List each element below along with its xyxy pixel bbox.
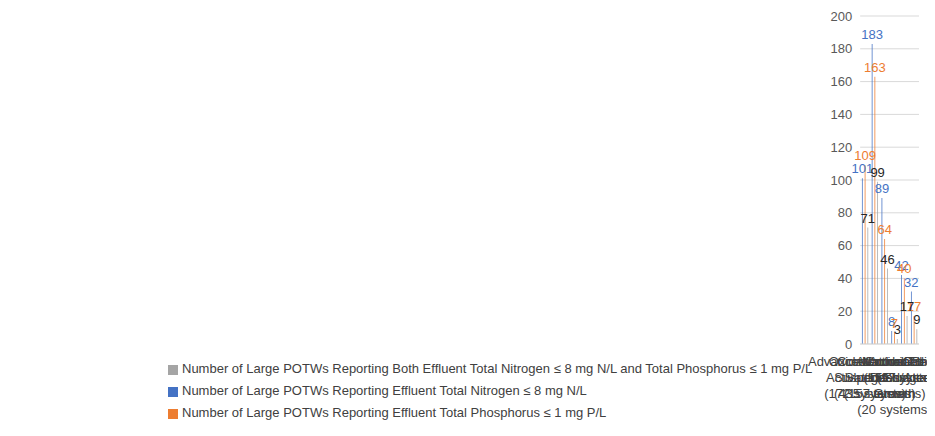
svg-text:20: 20 — [838, 304, 852, 319]
svg-text:100: 100 — [830, 173, 852, 188]
svg-text:109: 109 — [854, 148, 876, 163]
svg-text:9: 9 — [913, 312, 920, 327]
svg-text:99: 99 — [870, 165, 884, 180]
svg-text:120: 120 — [830, 140, 852, 155]
svg-text:64: 64 — [877, 222, 891, 237]
svg-text:Natural Treatment(97 systems): Natural Treatment(97 systems) — [862, 354, 927, 385]
svg-text:200: 200 — [830, 9, 852, 24]
svg-text:89: 89 — [875, 181, 889, 196]
svg-text:46: 46 — [880, 252, 894, 267]
svg-text:160: 160 — [830, 74, 852, 89]
svg-text:163: 163 — [864, 60, 886, 75]
svg-text:40: 40 — [838, 271, 852, 286]
svg-text:80: 80 — [838, 205, 852, 220]
svg-text:60: 60 — [838, 238, 852, 253]
svg-text:17: 17 — [900, 299, 914, 314]
svg-text:183: 183 — [861, 27, 883, 42]
svg-text:180: 180 — [830, 41, 852, 56]
svg-text:140: 140 — [830, 107, 852, 122]
svg-text:3: 3 — [894, 322, 901, 337]
svg-text:32: 32 — [904, 275, 918, 290]
svg-text:0: 0 — [845, 337, 852, 352]
svg-text:71: 71 — [861, 211, 875, 226]
svg-text:40: 40 — [897, 261, 911, 276]
